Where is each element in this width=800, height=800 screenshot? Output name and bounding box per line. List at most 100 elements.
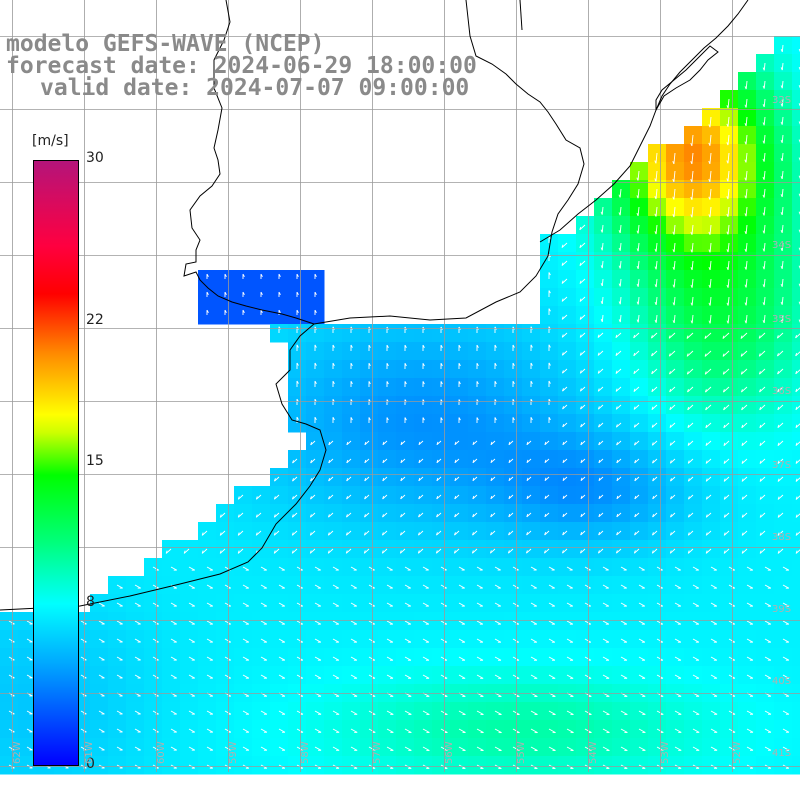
wind-arrow-head bbox=[219, 550, 222, 554]
wind-arrow bbox=[404, 638, 412, 643]
wind-arrow bbox=[242, 710, 250, 715]
wind-arrow-head bbox=[669, 532, 672, 536]
wind-arrow-head bbox=[404, 417, 407, 421]
wind-arrow-head bbox=[530, 326, 533, 330]
wind-arrow-head bbox=[762, 85, 765, 89]
wind-speed-cell bbox=[306, 396, 325, 415]
wind-speed-cell bbox=[648, 342, 667, 361]
wind-arrow bbox=[170, 620, 177, 625]
wind-speed-cell bbox=[270, 288, 289, 307]
wind-arrow-head bbox=[634, 513, 637, 518]
wind-arrow-head bbox=[723, 496, 726, 500]
wind-arrow bbox=[674, 746, 682, 751]
wind-speed-cell bbox=[612, 468, 631, 487]
wind-speed-cell bbox=[414, 342, 433, 361]
wind-arrow-head bbox=[386, 381, 389, 385]
wind-arrow-head bbox=[580, 459, 583, 463]
wind-speed-colorbar bbox=[33, 160, 79, 766]
wind-speed-cell bbox=[576, 468, 595, 487]
wind-arrow bbox=[98, 638, 105, 643]
wind-arrow-head bbox=[744, 123, 747, 127]
wind-speed-cell bbox=[576, 450, 595, 469]
wind-arrow bbox=[386, 728, 394, 733]
wind-arrow bbox=[440, 656, 448, 661]
wind-arrow bbox=[727, 188, 730, 200]
wind-arrow bbox=[758, 332, 766, 339]
wind-arrow-head bbox=[634, 460, 637, 464]
wind-speed-cell bbox=[576, 504, 595, 523]
wind-arrow-head bbox=[472, 514, 475, 518]
wind-arrow bbox=[206, 728, 214, 733]
wind-arrow bbox=[655, 242, 658, 252]
wind-arrow bbox=[795, 405, 800, 411]
wind-speed-cell bbox=[756, 486, 775, 505]
wind-arrow-head bbox=[561, 316, 564, 320]
wind-arrow-head bbox=[669, 371, 671, 375]
wind-speed-cell bbox=[792, 306, 800, 325]
wind-speed-cell bbox=[756, 342, 775, 361]
wind-arrow-head bbox=[762, 320, 765, 324]
wind-arrow bbox=[458, 710, 466, 715]
wind-arrow-head bbox=[600, 229, 603, 233]
latitude-label: 37S bbox=[772, 460, 792, 471]
wind-arrow bbox=[746, 584, 754, 589]
wind-arrow-head bbox=[759, 496, 762, 500]
wind-arrow-head bbox=[454, 495, 457, 500]
wind-arrow-head bbox=[741, 478, 744, 482]
wind-speed-cell bbox=[360, 342, 379, 361]
wind-arrow bbox=[350, 566, 357, 571]
wind-arrow-head bbox=[422, 417, 425, 421]
wind-arrow-head bbox=[633, 388, 636, 392]
wind-arrow bbox=[638, 674, 646, 679]
wind-arrow bbox=[692, 602, 700, 607]
wind-speed-cell bbox=[288, 378, 307, 397]
wind-arrow-head bbox=[654, 284, 657, 288]
wind-arrow-head bbox=[705, 406, 708, 411]
wind-speed-cell bbox=[522, 504, 541, 523]
wind-arrow bbox=[548, 602, 555, 607]
wind-arrow-head bbox=[260, 291, 263, 295]
wind-speed-cell bbox=[792, 522, 800, 541]
wind-arrow-head bbox=[651, 388, 654, 392]
wind-arrow bbox=[566, 656, 574, 661]
wind-arrow-head bbox=[314, 273, 317, 277]
wind-arrow bbox=[278, 710, 286, 715]
wind-speed-cell bbox=[612, 396, 631, 415]
wind-arrow-head bbox=[562, 531, 565, 536]
wind-arrow-head bbox=[580, 406, 582, 410]
wind-arrow-head bbox=[526, 441, 529, 445]
wind-arrow bbox=[655, 224, 658, 235]
wind-arrow bbox=[598, 548, 604, 554]
wind-arrow bbox=[674, 638, 682, 643]
wind-arrow bbox=[116, 584, 123, 589]
wind-arrow-head bbox=[723, 460, 726, 464]
wind-arrow-head bbox=[651, 424, 654, 428]
wind-arrow-head bbox=[363, 550, 366, 554]
wind-arrow bbox=[795, 387, 800, 393]
wind-arrow bbox=[764, 638, 772, 643]
wind-arrow bbox=[310, 494, 316, 500]
wind-speed-cell bbox=[468, 360, 487, 379]
wind-speed-cell bbox=[576, 432, 595, 451]
wind-arrow bbox=[723, 476, 730, 482]
wind-arrow-head bbox=[618, 229, 621, 234]
wind-speed-cell bbox=[792, 720, 800, 739]
wind-speed-cell bbox=[450, 324, 469, 343]
wind-arrow-head bbox=[670, 496, 672, 500]
wind-arrow bbox=[152, 728, 159, 733]
wind-arrow bbox=[350, 728, 358, 733]
wind-arrow bbox=[688, 494, 694, 500]
wind-speed-cell bbox=[360, 486, 379, 505]
wind-arrow bbox=[332, 638, 340, 643]
wind-speed-cell bbox=[216, 522, 235, 541]
wind-arrow-head bbox=[508, 513, 511, 518]
wind-arrow bbox=[763, 314, 766, 324]
wind-arrow bbox=[116, 710, 123, 715]
wind-speed-cell bbox=[414, 396, 433, 415]
wind-arrow-head bbox=[579, 370, 582, 374]
wind-arrow-head bbox=[741, 496, 744, 500]
wind-arrow bbox=[781, 206, 784, 215]
wind-arrow-head bbox=[762, 248, 765, 252]
wind-arrow-head bbox=[615, 334, 618, 338]
wind-speed-cell bbox=[414, 540, 433, 559]
